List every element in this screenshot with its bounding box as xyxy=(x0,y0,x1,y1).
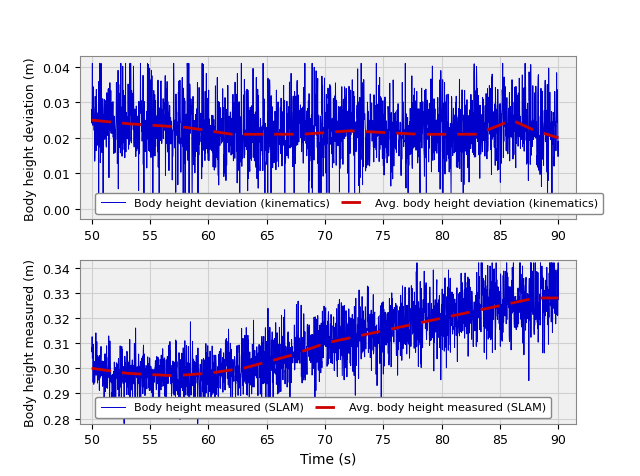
X-axis label: Time (s): Time (s) xyxy=(300,452,356,466)
Body height deviation (kinematics) xyxy=(555,151,563,157)
Body height deviation (kinematics) xyxy=(456,167,463,172)
Body height measured (SLAM) xyxy=(541,278,549,283)
Avg. body height measured (SLAM) xyxy=(541,296,549,301)
Body height measured (SLAM) xyxy=(456,290,463,296)
Body height measured (SLAM) xyxy=(413,260,421,266)
Line: Avg. body height measured (SLAM): Avg. body height measured (SLAM) xyxy=(92,298,559,376)
Body height deviation (kinematics) xyxy=(88,108,95,113)
Avg. body height deviation (kinematics) xyxy=(541,131,548,137)
Body height measured (SLAM) xyxy=(111,377,119,383)
Body height measured (SLAM) xyxy=(303,344,310,350)
Body height measured (SLAM) xyxy=(88,345,95,351)
Avg. body height deviation (kinematics) xyxy=(456,132,463,138)
Avg. body height deviation (kinematics) xyxy=(555,136,563,141)
Body height measured (SLAM) xyxy=(120,421,128,426)
Body height measured (SLAM) xyxy=(315,328,323,334)
Y-axis label: Body height deviation (m): Body height deviation (m) xyxy=(24,57,36,220)
Avg. body height deviation (kinematics) xyxy=(303,132,310,138)
Avg. body height measured (SLAM) xyxy=(170,373,177,379)
Body height deviation (kinematics) xyxy=(303,154,310,159)
Avg. body height measured (SLAM) xyxy=(555,296,563,301)
Avg. body height measured (SLAM) xyxy=(541,296,549,301)
Body height deviation (kinematics) xyxy=(541,139,549,145)
Body height deviation (kinematics) xyxy=(179,207,187,212)
Avg. body height deviation (kinematics) xyxy=(88,118,95,124)
Avg. body height deviation (kinematics) xyxy=(315,131,323,137)
Body height measured (SLAM) xyxy=(555,297,563,303)
Avg. body height measured (SLAM) xyxy=(456,312,463,317)
Legend: Body height deviation (kinematics), Avg. body height deviation (kinematics): Body height deviation (kinematics), Avg.… xyxy=(95,193,604,215)
Line: Body height deviation (kinematics): Body height deviation (kinematics) xyxy=(92,64,559,209)
Avg. body height measured (SLAM) xyxy=(111,369,119,375)
Line: Body height measured (SLAM): Body height measured (SLAM) xyxy=(92,263,559,424)
Avg. body height measured (SLAM) xyxy=(315,343,323,348)
Avg. body height measured (SLAM) xyxy=(532,296,540,301)
Body height deviation (kinematics) xyxy=(316,140,323,146)
Avg. body height measured (SLAM) xyxy=(88,366,95,371)
Body height deviation (kinematics) xyxy=(541,79,549,84)
Y-axis label: Body height measured (m): Body height measured (m) xyxy=(24,258,37,426)
Body height deviation (kinematics) xyxy=(88,61,96,67)
Body height measured (SLAM) xyxy=(541,299,549,305)
Avg. body height deviation (kinematics) xyxy=(111,120,119,126)
Avg. body height deviation (kinematics) xyxy=(541,131,548,137)
Legend: Body height measured (SLAM), Avg. body height measured (SLAM): Body height measured (SLAM), Avg. body h… xyxy=(95,397,552,418)
Avg. body height measured (SLAM) xyxy=(303,347,310,353)
Body height deviation (kinematics) xyxy=(112,138,120,143)
Line: Avg. body height deviation (kinematics): Avg. body height deviation (kinematics) xyxy=(92,121,559,139)
